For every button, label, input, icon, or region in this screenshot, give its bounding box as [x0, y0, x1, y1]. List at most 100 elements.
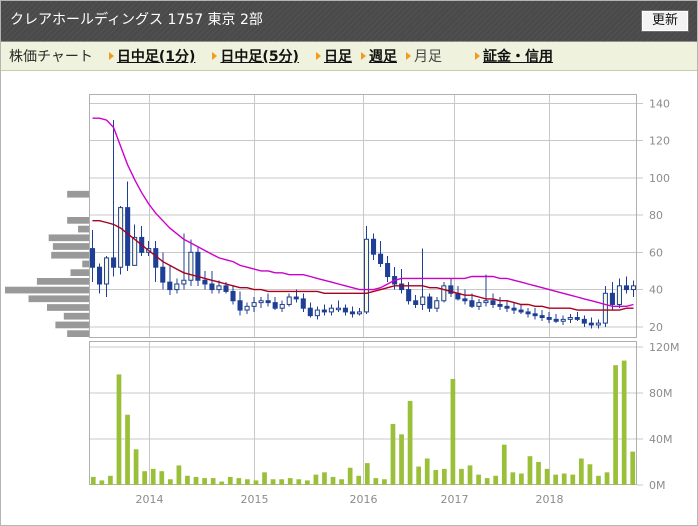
nav-item-label[interactable]: 日中足(1分)	[116, 49, 196, 65]
candle-body	[209, 283, 215, 291]
volume-bar	[364, 463, 370, 485]
triangle-right-icon	[474, 52, 480, 60]
price-axis-label: 60	[649, 246, 663, 259]
volume-bar	[245, 479, 250, 485]
volume-bar	[459, 468, 464, 485]
volume-bar	[296, 479, 302, 485]
candle-body	[595, 322, 601, 326]
candle-body	[97, 266, 103, 285]
candle-body	[335, 307, 341, 311]
volume-bar	[150, 468, 156, 485]
volume-bar	[142, 471, 148, 485]
volume-bar	[621, 360, 627, 485]
x-axis-year-label: 2018	[536, 493, 564, 506]
candle-body	[553, 318, 559, 322]
candle-body	[434, 300, 440, 309]
candle-body	[476, 302, 482, 307]
price-axis-label: 120	[649, 135, 670, 148]
candle-body	[279, 303, 285, 309]
volume-profile-bar	[28, 295, 89, 303]
volume-bar	[279, 479, 285, 485]
candle-body	[602, 292, 608, 324]
volume-bar	[159, 471, 165, 485]
nav-item-weekly[interactable]: 週足	[360, 46, 397, 66]
x-axis-year-label: 2014	[136, 493, 164, 506]
volume-profile-bar	[82, 260, 89, 268]
navbar-label: 株価チャート	[9, 49, 93, 65]
volume-bar	[125, 414, 130, 485]
candle-body	[188, 251, 194, 281]
nav-item-margin-credit[interactable]: 証金・信用	[474, 46, 553, 66]
price-axis-label: 140	[649, 97, 670, 110]
price-panel-frame	[89, 94, 637, 338]
volume-profile-bar	[5, 286, 89, 294]
volume-profile-bar	[48, 234, 89, 242]
candle-body	[518, 309, 524, 313]
nav-item-monthly[interactable]: 月足	[405, 46, 442, 66]
candle-body	[378, 253, 384, 264]
volume-bar	[433, 470, 439, 485]
volume-bar	[587, 464, 593, 485]
volume-bar-series[interactable]	[90, 360, 636, 485]
candle-body	[272, 302, 278, 309]
triangle-right-icon	[405, 52, 411, 60]
volume-bar	[561, 473, 567, 485]
volume-bar	[416, 466, 422, 485]
volume-bar	[544, 468, 550, 485]
candlestick-series[interactable]	[89, 120, 637, 329]
volume-profile-bar	[63, 312, 89, 320]
volume-bar	[536, 461, 541, 485]
candle-body	[104, 257, 110, 285]
candle-body	[160, 266, 166, 283]
nav-item-intraday-1min[interactable]: 日中足(1分)	[108, 46, 196, 66]
nav-item-label[interactable]: 日足	[323, 49, 352, 65]
volume-bar	[108, 475, 113, 485]
nav-item-label[interactable]: 月足	[413, 49, 442, 65]
candle-body	[223, 285, 229, 292]
nav-item-daily[interactable]: 日足	[315, 46, 352, 66]
candle-body	[427, 296, 433, 309]
volume-bar	[493, 475, 499, 485]
volume-profile-bar	[36, 278, 89, 285]
candle-body	[349, 311, 355, 315]
volume-bar	[219, 481, 225, 485]
nav-item-label[interactable]: 週足	[368, 49, 397, 65]
volume-bar	[390, 423, 396, 485]
chart-canvas-area: 140 120 100 80 60 40 20 2014 2015 2016 2017 2018 120…	[1, 71, 697, 525]
volume-axis-label: 40M	[649, 433, 673, 446]
volume-profile-bar	[47, 304, 89, 311]
triangle-right-icon	[212, 52, 218, 60]
candle-body	[174, 283, 180, 291]
candle-body	[560, 318, 566, 322]
candle-body	[448, 285, 454, 294]
volume-bar	[287, 478, 293, 485]
volume-bar	[356, 475, 362, 485]
nav-item-label[interactable]: 証金・信用	[482, 49, 553, 65]
stock-chart-svg[interactable]: 140 120 100 80 60 40 20 2014 2015 2016 2017 2018 120…	[1, 71, 697, 525]
volume-bar	[99, 480, 105, 485]
ma-short-line	[92, 117, 634, 307]
price-axis-label: 40	[649, 284, 663, 297]
page-title: クレアホールディングス 1757 東京 2部	[10, 12, 263, 28]
volume-bar	[613, 365, 618, 485]
nav-item-intraday-5min[interactable]: 日中足(5分)	[212, 46, 299, 66]
candle-body	[356, 311, 363, 315]
ma-long-line	[92, 220, 634, 311]
x-axis-year-label: 2016	[350, 493, 378, 506]
candle-body	[497, 303, 503, 307]
volume-profile-bar	[67, 217, 89, 224]
update-button[interactable]: 更新	[641, 10, 689, 32]
volume-bar	[373, 478, 379, 485]
volume-bar	[253, 480, 259, 485]
price-axis-label: 100	[649, 172, 670, 185]
volume-profile-bar	[78, 225, 89, 233]
candle-body	[195, 251, 201, 281]
title-bar: クレアホールディングス 1757 東京 2部 更新	[1, 1, 697, 42]
volume-bar	[510, 472, 516, 485]
candle-body	[532, 313, 538, 317]
volume-bar	[604, 472, 610, 485]
volume-axis-label: 80M	[649, 387, 673, 400]
triangle-right-icon	[108, 52, 114, 60]
nav-item-label[interactable]: 日中足(5分)	[220, 49, 299, 65]
